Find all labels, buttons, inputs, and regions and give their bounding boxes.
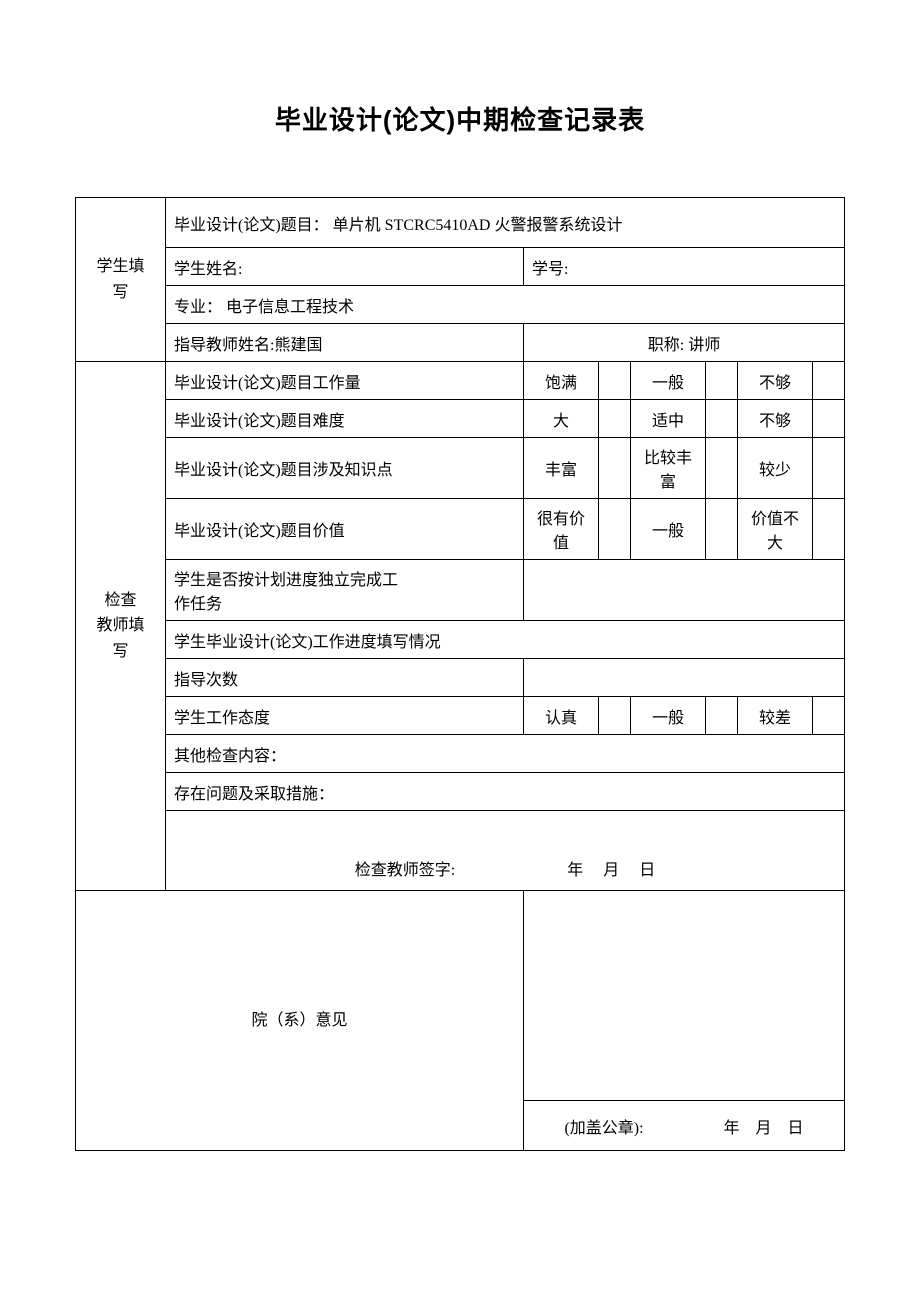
plan-independent-value[interactable]: [524, 560, 845, 621]
knowledge-check-2[interactable]: [706, 438, 738, 499]
value-label: 毕业设计(论文)题目价值: [166, 499, 524, 560]
difficulty-check-2[interactable]: [706, 400, 738, 438]
workload-label: 毕业设计(论文)题目工作量: [166, 362, 524, 400]
student-id-cell: 学号:: [524, 248, 845, 286]
advisor-name-value: 熊建国: [274, 337, 322, 354]
knowledge-opt-1: 丰富: [524, 438, 599, 499]
difficulty-opt-3: 不够: [738, 400, 813, 438]
advisor-title-value: 讲师: [688, 337, 720, 354]
guidance-count-value[interactable]: [524, 659, 845, 697]
dept-opinion-label: 院（系）意见: [76, 891, 524, 1151]
difficulty-label: 毕业设计(论文)题目难度: [166, 400, 524, 438]
guidance-count-label: 指导次数: [166, 659, 524, 697]
workload-opt-1: 饱满: [524, 362, 599, 400]
attitude-opt-1: 认真: [524, 697, 599, 735]
major-value: 电子信息工程技术: [226, 299, 354, 316]
attitude-opt-2: 一般: [631, 697, 706, 735]
workload-opt-2: 一般: [631, 362, 706, 400]
thesis-topic-cell: 毕业设计(论文)题目： 单片机 STCRC5410AD 火警报警系统设计: [166, 198, 845, 248]
seal-line: (加盖公章): 年 月 日: [524, 1101, 845, 1151]
major-cell: 专业： 电子信息工程技术: [166, 286, 845, 324]
value-check-2[interactable]: [706, 499, 738, 560]
problems-label: 存在问题及采取措施：: [166, 773, 845, 811]
difficulty-opt-2: 适中: [631, 400, 706, 438]
attitude-check-1[interactable]: [599, 697, 631, 735]
knowledge-label: 毕业设计(论文)题目涉及知识点: [166, 438, 524, 499]
value-check-3[interactable]: [813, 499, 845, 560]
attitude-opt-3: 较差: [738, 697, 813, 735]
student-section-label: 学生填 写: [76, 198, 166, 362]
workload-check-3[interactable]: [813, 362, 845, 400]
student-id-label: 学号:: [532, 261, 568, 278]
attitude-label: 学生工作态度: [166, 697, 524, 735]
knowledge-check-3[interactable]: [813, 438, 845, 499]
major-label: 专业：: [174, 299, 222, 316]
difficulty-opt-1: 大: [524, 400, 599, 438]
knowledge-opt-2: 比较丰 富: [631, 438, 706, 499]
progress-fill-label: 学生毕业设计(论文)工作进度填写情况: [166, 621, 845, 659]
difficulty-check-1[interactable]: [599, 400, 631, 438]
knowledge-opt-3: 较少: [738, 438, 813, 499]
knowledge-check-1[interactable]: [599, 438, 631, 499]
attitude-check-2[interactable]: [706, 697, 738, 735]
plan-independent-label: 学生是否按计划进度独立完成工 作任务: [166, 560, 524, 621]
thesis-topic-value: 单片机 STCRC5410AD 火警报警系统设计: [333, 217, 623, 234]
advisor-name-label: 指导教师姓名:: [174, 337, 274, 354]
value-opt-3: 价值不 大: [738, 499, 813, 560]
advisor-title-label: 职称:: [648, 337, 684, 354]
value-opt-1: 很有价 值: [524, 499, 599, 560]
workload-check-1[interactable]: [599, 362, 631, 400]
dept-opinion-content[interactable]: [524, 891, 845, 1101]
teacher-signature-line: 检查教师签字: 年 月 日: [166, 811, 845, 891]
workload-opt-3: 不够: [738, 362, 813, 400]
form-table: 学生填 写 毕业设计(论文)题目： 单片机 STCRC5410AD 火警报警系统…: [75, 197, 845, 1151]
attitude-check-3[interactable]: [813, 697, 845, 735]
value-opt-2: 一般: [631, 499, 706, 560]
difficulty-check-3[interactable]: [813, 400, 845, 438]
workload-check-2[interactable]: [706, 362, 738, 400]
student-name-label: 学生姓名:: [174, 261, 242, 278]
advisor-name-cell: 指导教师姓名:熊建国: [166, 324, 524, 362]
student-name-cell: 学生姓名:: [166, 248, 524, 286]
other-check-label: 其他检查内容：: [166, 735, 845, 773]
advisor-title-cell: 职称: 讲师: [524, 324, 845, 362]
thesis-topic-label: 毕业设计(论文)题目：: [174, 217, 329, 234]
page-title: 毕业设计(论文)中期检查记录表: [75, 100, 845, 137]
teacher-section-label: 检查 教师填 写: [76, 362, 166, 891]
value-check-1[interactable]: [599, 499, 631, 560]
